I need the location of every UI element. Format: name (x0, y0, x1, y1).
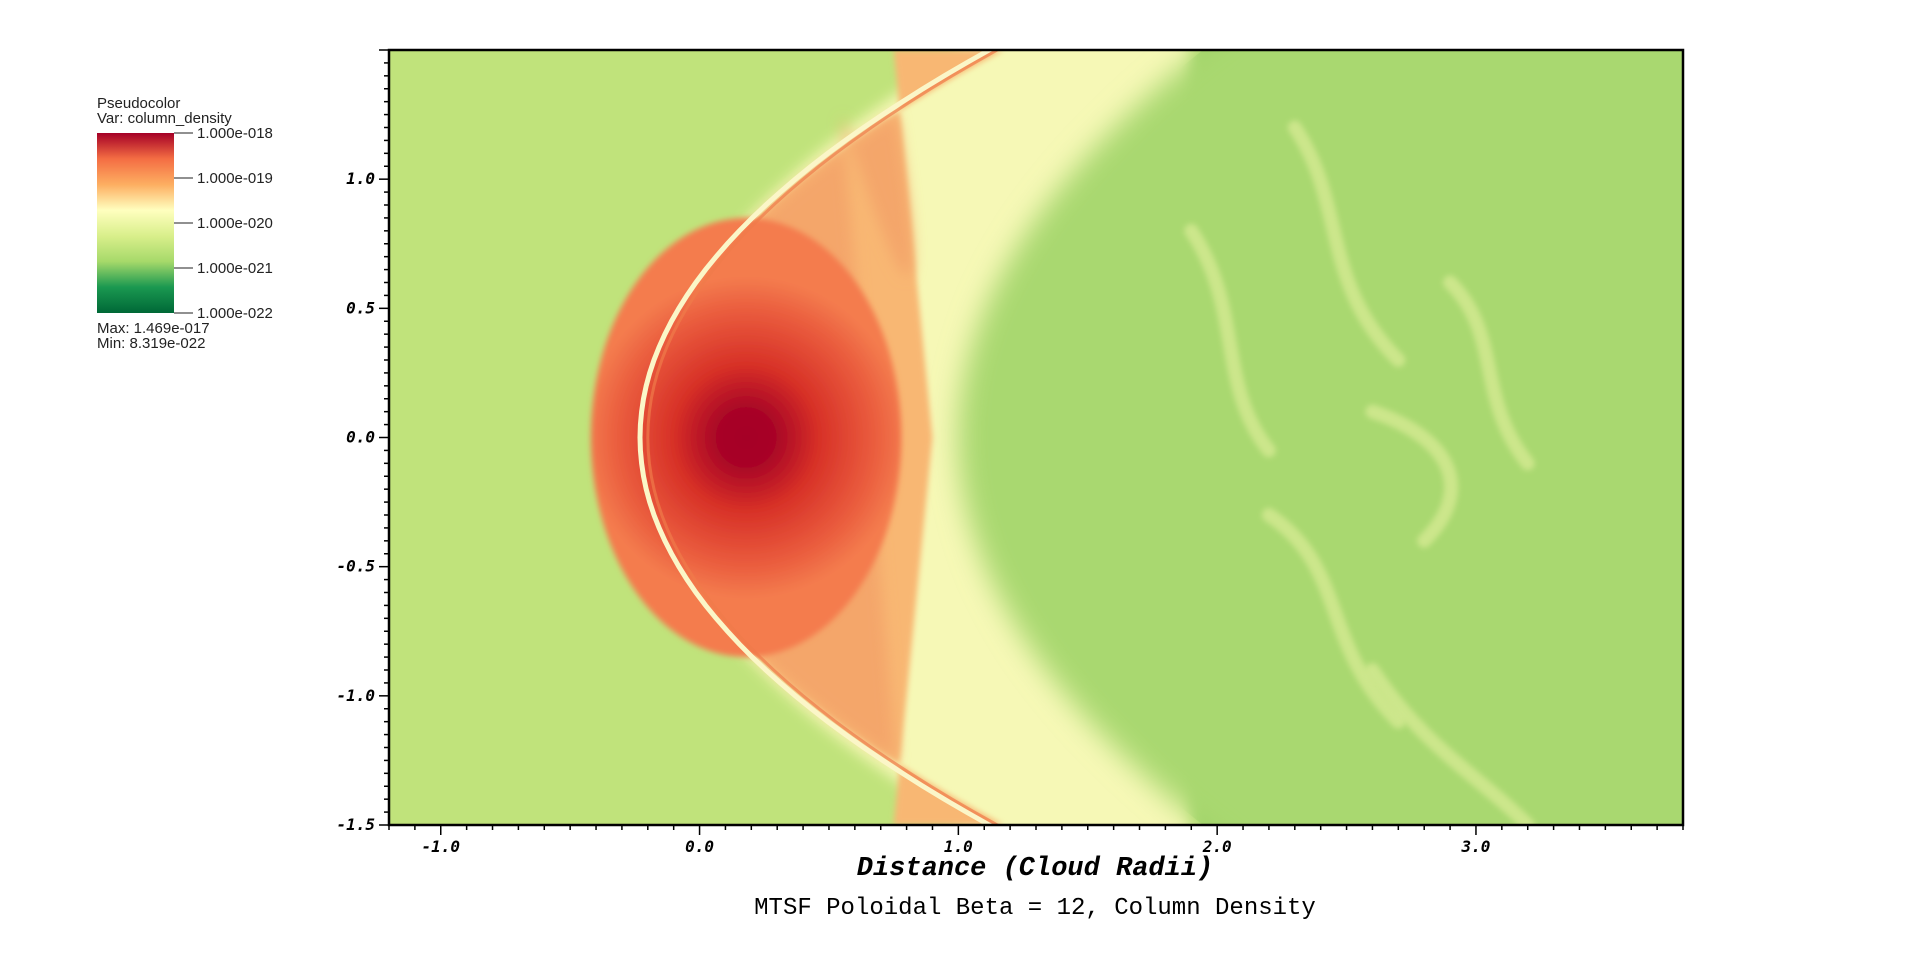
legend-plot-type: Pseudocolor (97, 95, 180, 112)
legend-min: Min: 8.319e-022 (97, 335, 205, 352)
x-tick-label: 3.0 (1461, 837, 1491, 856)
wake-wisp (1184, 223, 1276, 458)
colorbar-tick-label: 1.000e-019 (197, 170, 273, 187)
legend: Pseudocolor Var: column_density 1.000e-0… (97, 95, 273, 352)
wake-wisp (1365, 663, 1535, 825)
y-tick-label: 0.0 (346, 428, 375, 447)
x-tick-label: -1.0 (421, 837, 460, 856)
bow-shock-rim (637, 50, 995, 825)
wake-wisp (1443, 275, 1535, 471)
y-tick-label: -1.5 (336, 815, 375, 834)
colorbar-tick-label: 1.000e-018 (197, 125, 273, 142)
y-tick-label: 1.0 (346, 169, 375, 188)
y-tick-label: 0.5 (346, 298, 375, 317)
y-tick-label: -0.5 (336, 557, 375, 576)
colorbar-tick-label: 1.000e-020 (197, 215, 273, 232)
wake-wisp (1365, 404, 1459, 548)
legend-max: Max: 1.469e-017 (97, 320, 210, 337)
colorbar-tick-label: 1.000e-022 (197, 305, 273, 322)
x-axis: -1.0 0.0 1.0 2.0 3.0 (388, 825, 1684, 856)
y-axis: 1.0 0.5 0.0 -0.5 -1.0 -1.5 (336, 49, 389, 834)
wake-wisp (1261, 508, 1406, 729)
x-axis-label: Distance (Cloud Radii) (857, 854, 1213, 884)
colorbar-tick-label: 1.000e-021 (197, 260, 273, 277)
colorbar-ticks: 1.000e-018 1.000e-019 1.000e-020 1.000e-021… (174, 125, 273, 322)
x-tick-label: 1.0 (944, 837, 973, 856)
x-tick-label: 2.0 (1202, 837, 1232, 856)
chart-title: MTSF Poloidal Beta = 12, Column Density (754, 895, 1316, 922)
y-tick-label: -1.0 (336, 686, 375, 705)
wake-wisp (1287, 120, 1406, 367)
legend-variable: Var: column_density (97, 110, 232, 127)
wake-blend (958, 50, 1683, 825)
x-tick-label: 0.0 (685, 837, 714, 856)
density-field (389, 50, 1683, 825)
bow-shock-inner-edge (646, 50, 1001, 825)
colorbar (97, 133, 174, 313)
dense-core (590, 217, 902, 658)
